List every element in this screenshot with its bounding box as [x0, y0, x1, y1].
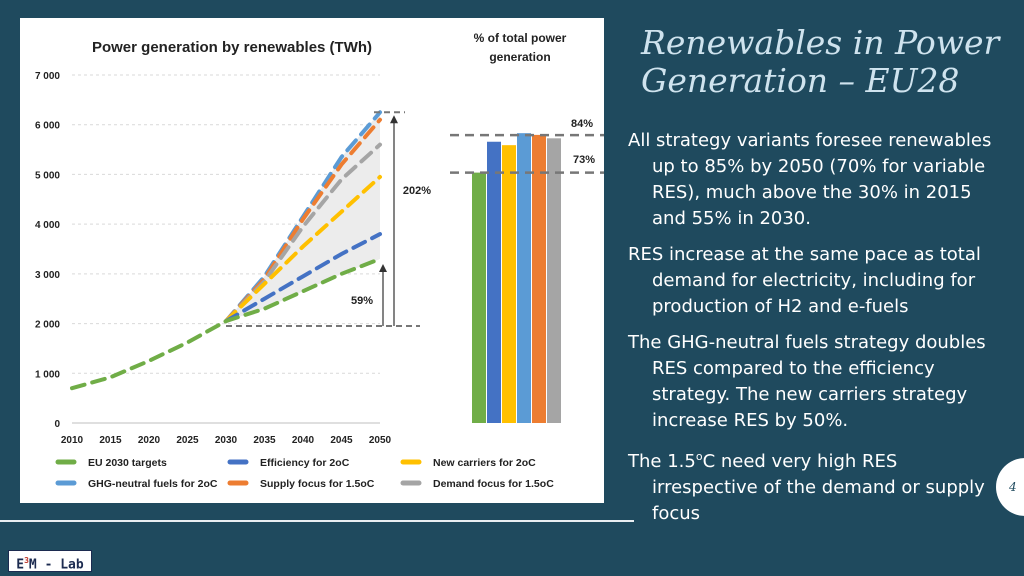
high-growth-label: 202%: [403, 185, 431, 197]
x-tick-label: 2030: [215, 435, 238, 446]
footer-divider: [0, 520, 634, 522]
logo-e: E: [16, 557, 25, 573]
series-line-1: [224, 232, 382, 324]
y-tick-label: 0: [54, 419, 60, 430]
slide-title-area: Renewables in Power Generation – EU28: [641, 24, 1011, 100]
page-number-badge: 4: [996, 458, 1024, 516]
bar-5: [547, 138, 561, 423]
bar-1: [487, 141, 501, 423]
bar-chart-title-line1: % of total power: [474, 31, 567, 45]
bullet-1: All strategy variants foresee renewables…: [628, 130, 992, 229]
page-number: 4: [1009, 480, 1017, 494]
slide-title-line1: Renewables in Power: [641, 23, 1000, 62]
y-tick-label: 7 000: [35, 71, 60, 82]
bullet-3: The GHG-neutral fuels strategy doubles R…: [628, 332, 986, 431]
bullet-2: RES increase at the same pace as total d…: [628, 244, 981, 317]
y-tick-label: 6 000: [35, 121, 60, 132]
series-line-0: [70, 256, 382, 391]
high-share-label: 84%: [571, 118, 593, 130]
x-tick-label: 2015: [99, 435, 122, 446]
line-chart-title: Power generation by renewables (TWh): [92, 39, 372, 56]
y-tick-label: 5 000: [35, 170, 60, 181]
bar-0: [472, 172, 486, 423]
x-tick-label: 2020: [138, 435, 161, 446]
bar-3: [517, 133, 531, 423]
legend-label-5: Demand focus for 1.5oC: [433, 478, 554, 490]
y-tick-label: 4 000: [35, 220, 60, 231]
low-share-label: 73%: [573, 154, 595, 166]
series-line-2: [224, 174, 382, 324]
legend-label-4: Supply focus for 1.5oC: [260, 478, 375, 490]
legend-label-2: New carriers for 2oC: [433, 457, 536, 469]
legend-label-1: Efficiency for 2oC: [260, 457, 350, 469]
x-tick-label: 2040: [292, 435, 315, 446]
e3m-lab-logo: E3M - Lab: [8, 550, 92, 572]
bar-2: [502, 145, 516, 424]
bullet-list: All strategy variants foresee renewables…: [628, 128, 998, 537]
x-tick-label: 2035: [253, 435, 276, 446]
series-line-5: [224, 142, 382, 324]
high-growth-arrow-head: [390, 115, 398, 124]
x-tick-label: 2010: [61, 435, 84, 446]
chart-panel: Power generation by renewables (TWh) % o…: [20, 18, 604, 503]
low-growth-arrow-head: [379, 263, 387, 272]
bullet-4-sup: o: [695, 450, 703, 463]
bullet-4-post: C need very high RES irrespective of the…: [652, 451, 985, 524]
bar-chart-title-line2: generation: [489, 50, 550, 64]
legend-label-3: GHG-neutral fuels for 2oC: [88, 478, 218, 490]
slide-title-line2: Generation – EU28: [641, 61, 960, 100]
low-growth-label: 59%: [351, 295, 373, 307]
chart-svg: Power generation by renewables (TWh) % o…: [35, 31, 604, 490]
bullet-4: The 1.5oC need very high RES irrespectiv…: [628, 444, 998, 527]
x-tick-label: 2045: [330, 435, 353, 446]
series-line-4: [224, 117, 382, 324]
y-tick-label: 3 000: [35, 270, 60, 281]
y-tick-label: 2 000: [35, 320, 60, 331]
bar-4: [532, 134, 546, 423]
x-tick-label: 2025: [176, 435, 199, 446]
x-tick-label: 2050: [369, 435, 392, 446]
y-tick-label: 1 000: [35, 369, 60, 380]
logo-rest: M - Lab: [28, 557, 84, 573]
bullet-4-pre: The 1.5: [628, 451, 696, 472]
logo-sup: 3: [24, 556, 29, 565]
legend-label-0: EU 2030 targets: [88, 457, 167, 469]
